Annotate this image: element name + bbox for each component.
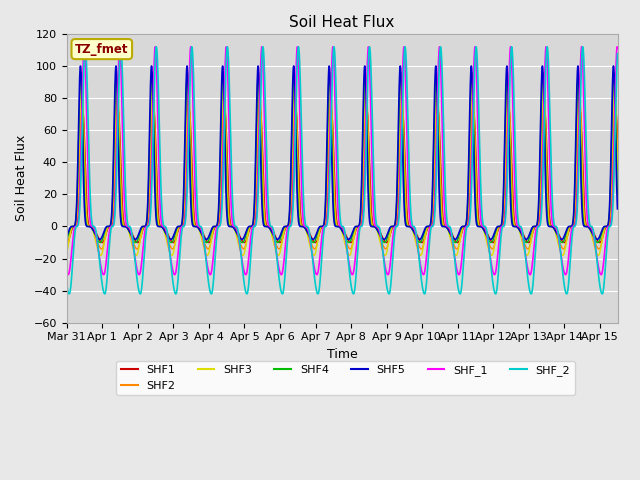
X-axis label: Time: Time [327, 348, 358, 361]
Line: SHF_1: SHF_1 [67, 47, 618, 275]
Y-axis label: Soil Heat Flux: Soil Heat Flux [15, 135, 28, 221]
SHF5 [529, 224, 536, 230]
SHF3 [97, 252, 105, 258]
SHF3 [273, 251, 280, 256]
SHF_1 [515, 224, 523, 229]
SHF5 [479, 226, 487, 231]
SHF1 [225, 200, 233, 205]
SHF1 [273, 236, 280, 242]
SHF_1 [225, 119, 233, 124]
SHF4 [273, 239, 280, 245]
SHF1 [127, 229, 135, 235]
SHF4 [63, 237, 70, 242]
SHF_2 [225, 68, 233, 74]
SHF5 [515, 227, 523, 232]
Text: TZ_fmet: TZ_fmet [75, 43, 129, 56]
SHF4 [529, 225, 536, 230]
SHF4 [219, 70, 227, 75]
SHF3 [479, 226, 487, 232]
SHF4 [97, 240, 104, 245]
SHF4 [515, 227, 523, 232]
Line: SHF3: SHF3 [67, 79, 618, 255]
SHF4 [225, 223, 233, 228]
SHF3 [529, 228, 536, 233]
SHF2 [479, 224, 487, 230]
SHF_2 [515, 223, 523, 228]
SHF2 [515, 225, 523, 231]
SHF_2 [63, 282, 70, 288]
SHF5 [63, 233, 70, 239]
Line: SHF1: SHF1 [67, 111, 618, 242]
SHF_2 [223, 44, 231, 49]
SHF3 [225, 218, 233, 224]
SHF4 [614, 192, 621, 198]
SHF5 [225, 223, 233, 229]
SHF2 [98, 246, 106, 252]
SHF1 [614, 136, 621, 142]
SHF2 [63, 246, 70, 252]
SHF1 [79, 108, 86, 114]
SHF3 [77, 76, 85, 82]
SHF_1 [479, 224, 487, 229]
SHF1 [529, 230, 536, 236]
SHF_2 [529, 284, 536, 289]
SHF_2 [127, 228, 135, 234]
SHF5 [273, 236, 280, 242]
SHF2 [128, 234, 136, 240]
Line: SHF4: SHF4 [67, 72, 618, 242]
SHF5 [128, 232, 136, 238]
SHF2 [225, 211, 233, 217]
SHF4 [127, 234, 135, 240]
SHF_2 [273, 254, 280, 260]
SHF_1 [81, 44, 88, 49]
Line: SHF_2: SHF_2 [67, 47, 618, 294]
SHF2 [529, 229, 536, 235]
SHF3 [614, 168, 621, 173]
SHF_1 [529, 258, 536, 264]
SHF5 [77, 63, 84, 69]
SHF1 [479, 224, 487, 229]
SHF_1 [63, 270, 70, 276]
SHF_1 [128, 232, 136, 238]
SHF5 [614, 206, 621, 212]
SHF_2 [65, 291, 73, 297]
SHF_1 [273, 253, 280, 259]
SHF3 [128, 240, 136, 246]
SHF_1 [614, 45, 621, 51]
SHF_2 [479, 221, 487, 227]
Legend: SHF1, SHF2, SHF3, SHF4, SHF5, SHF_1, SHF_2: SHF1, SHF2, SHF3, SHF4, SHF5, SHF_1, SHF… [116, 361, 575, 395]
SHF_1 [65, 272, 72, 277]
Line: SHF2: SHF2 [67, 95, 618, 249]
SHF5 [96, 237, 104, 242]
SHF3 [515, 227, 523, 233]
Line: SHF5: SHF5 [67, 66, 618, 240]
SHF1 [515, 224, 523, 230]
SHF2 [78, 92, 86, 98]
SHF_2 [614, 51, 621, 57]
SHF2 [273, 243, 280, 249]
SHF3 [63, 250, 70, 255]
Title: Soil Heat Flux: Soil Heat Flux [289, 15, 395, 30]
SHF1 [63, 240, 70, 245]
SHF2 [614, 149, 621, 155]
SHF4 [479, 226, 487, 231]
